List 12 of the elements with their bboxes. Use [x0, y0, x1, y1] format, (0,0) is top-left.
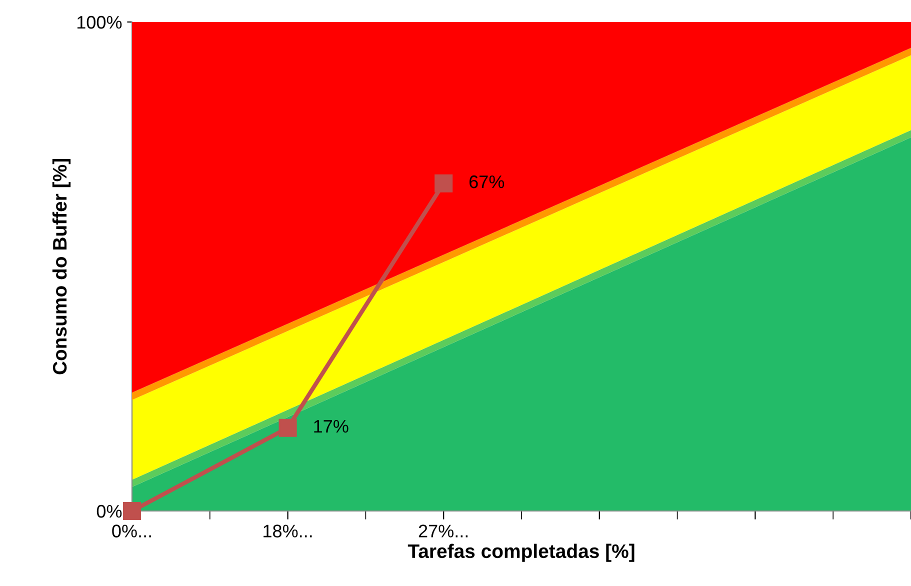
point — [278, 418, 297, 437]
point — [122, 502, 142, 520]
y-tick-label: 100% — [77, 16, 122, 29]
x-tick-label: 18%... — [264, 524, 312, 538]
data-label: 67% — [470, 175, 504, 188]
point — [434, 174, 453, 192]
x-axis-title: Tarefas completadas [%] — [408, 544, 634, 562]
x-tick-label: 0%... — [112, 524, 151, 538]
y-axis-title: Consumo do Buffer [%] — [52, 159, 71, 374]
data-label: 17% — [314, 420, 348, 433]
y-tick-label: 0% — [96, 504, 122, 518]
x-tick-label: 27%... — [418, 524, 468, 538]
